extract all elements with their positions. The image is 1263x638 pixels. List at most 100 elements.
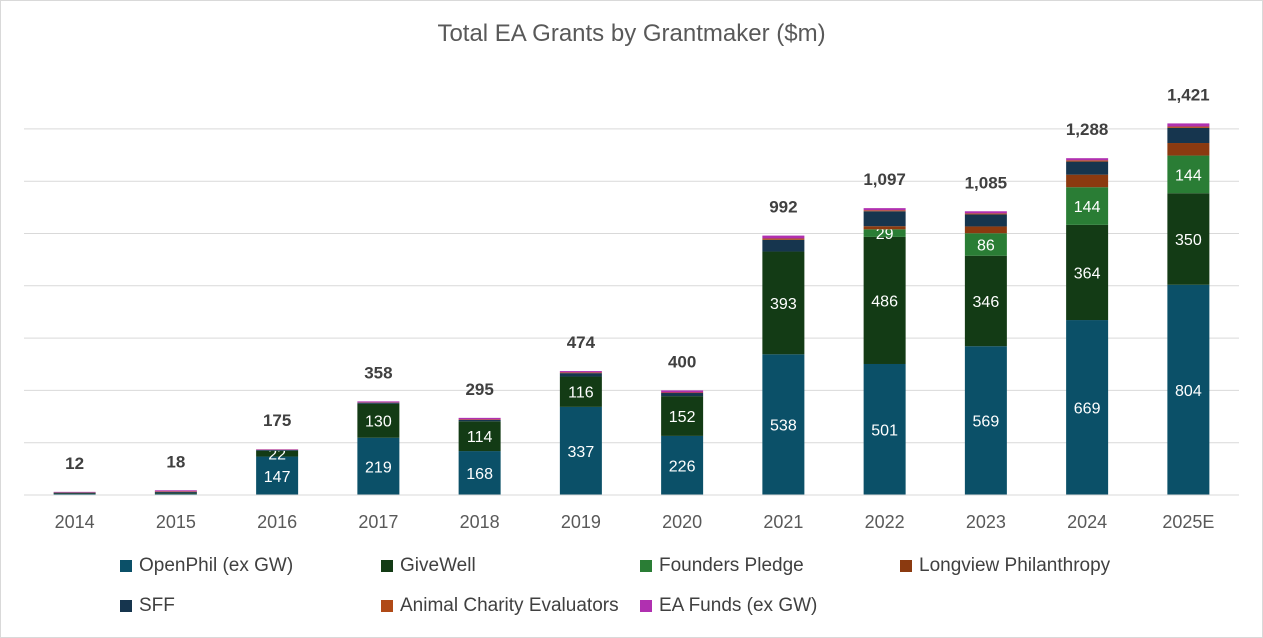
segment-label: 147 [264, 469, 291, 486]
bar-segment [964, 213, 1007, 215]
bar-segment [154, 492, 197, 494]
total-label: 1,085 [965, 173, 1008, 192]
legend-label: Animal Charity Evaluators [400, 595, 619, 616]
segment-label: 86 [977, 237, 995, 254]
segment-label: 130 [365, 414, 392, 431]
legend-item: GiveWell [381, 555, 476, 577]
segment-label: 337 [568, 444, 595, 461]
bar-segment [661, 392, 704, 394]
bar-segment [256, 449, 299, 450]
x-tick-label: 2024 [1067, 512, 1107, 532]
bar-segment [661, 396, 704, 436]
segment-label: 538 [770, 418, 797, 435]
bar-segment [1167, 126, 1210, 128]
bar-segment [1167, 143, 1210, 156]
segment-label: 669 [1074, 401, 1101, 418]
bar-segment [559, 372, 602, 374]
legend-swatch [640, 600, 652, 612]
bar-segment [458, 419, 501, 420]
bar-segment [661, 390, 704, 393]
bar-segment [863, 229, 906, 237]
x-tick-label: 2025E [1162, 512, 1214, 532]
total-label: 295 [465, 380, 493, 399]
bar-segment [559, 406, 602, 495]
segment-label: 152 [669, 409, 696, 426]
total-label: 175 [263, 411, 291, 430]
bar-segment [1066, 160, 1109, 162]
segment-label: 569 [973, 414, 1000, 431]
bar-segment [559, 376, 602, 407]
bar-segment [357, 437, 400, 495]
bar-segment [154, 493, 197, 495]
bar-segment [863, 210, 906, 212]
bar-segment [458, 417, 501, 420]
bar-segment [863, 363, 906, 495]
bar-segment [762, 354, 805, 495]
bar-segment [357, 403, 400, 438]
bar-segment [53, 492, 96, 494]
segment-label: 486 [871, 293, 898, 310]
legend-label: Longview Philanthropy [919, 555, 1111, 576]
segment-label: 29 [876, 226, 894, 243]
segment-label: 393 [770, 296, 797, 313]
bar-segment [1066, 174, 1109, 188]
legend-item: Longview Philanthropy [900, 555, 1110, 577]
bar-segment [661, 435, 704, 495]
x-tick-label: 2020 [662, 512, 702, 532]
total-label: 12 [65, 454, 84, 473]
bar-segment [762, 235, 805, 239]
bar-segment [964, 346, 1007, 495]
legend-label: Founders Pledge [659, 555, 804, 576]
bar-segment [964, 214, 1007, 227]
x-tick-label: 2021 [763, 512, 803, 532]
bar-segment [256, 450, 299, 457]
chart-title: Total EA Grants by Grantmaker ($m) [437, 20, 826, 47]
bar-segment [559, 373, 602, 377]
bar-segment [357, 402, 400, 404]
bar-segment [458, 421, 501, 452]
legend-swatch [381, 600, 393, 612]
segment-label: 501 [871, 422, 898, 439]
bar-segment [964, 233, 1007, 256]
bar-segment [762, 238, 805, 240]
segment-label: 350 [1175, 232, 1202, 249]
bar-segment [863, 211, 906, 227]
bar-segment [1167, 123, 1210, 127]
legend-item: Founders Pledge [640, 555, 804, 577]
bar-segment [1066, 161, 1109, 175]
legend-label: EA Funds (ex GW) [659, 595, 818, 616]
segment-label: 144 [1074, 199, 1101, 216]
total-label: 1,421 [1167, 85, 1210, 104]
bar-segment [256, 450, 299, 451]
legend-item: Animal Charity Evaluators [381, 595, 619, 617]
segment-label: 22 [268, 447, 286, 464]
segment-label: 219 [365, 459, 392, 476]
x-tick-label: 2019 [561, 512, 601, 532]
bar-segment [53, 493, 96, 494]
bar-segment [256, 456, 299, 495]
x-tick-label: 2016 [257, 512, 297, 532]
bar-segment [762, 251, 805, 355]
legend-item: EA Funds (ex GW) [640, 595, 817, 617]
total-label: 474 [567, 333, 596, 352]
bar-segment [863, 236, 906, 364]
segment-label: 144 [1175, 167, 1202, 184]
segment-label: 804 [1175, 383, 1202, 400]
legend-swatch [120, 600, 132, 612]
bar-segment [1167, 284, 1210, 495]
bar-segment [964, 226, 1007, 234]
x-tick-label: 2018 [460, 512, 500, 532]
legend-swatch [640, 560, 652, 572]
x-tick-label: 2022 [865, 512, 905, 532]
bar-segment [1167, 155, 1210, 194]
segment-label: 364 [1074, 265, 1101, 282]
x-tick-label: 2017 [358, 512, 398, 532]
legend-label: OpenPhil (ex GW) [139, 555, 294, 576]
segment-label: 168 [466, 466, 493, 483]
segment-label: 346 [973, 294, 1000, 311]
total-label: 18 [166, 452, 185, 471]
legend-item: SFF [120, 595, 175, 617]
total-label: 400 [668, 352, 696, 371]
segment-label: 114 [467, 429, 493, 446]
